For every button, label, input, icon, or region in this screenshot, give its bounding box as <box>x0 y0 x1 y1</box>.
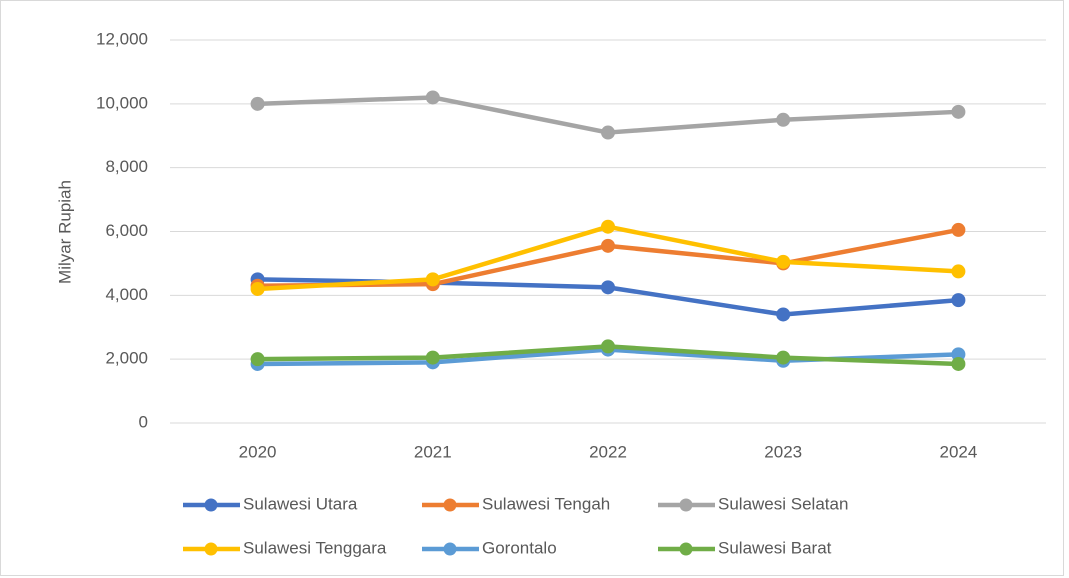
series-marker <box>776 254 791 269</box>
series-marker <box>601 339 615 354</box>
legend-label: Sulawesi Selatan <box>718 494 848 513</box>
series-marker <box>250 96 265 111</box>
x-tick-label: 2024 <box>939 442 977 461</box>
legend-marker <box>443 542 457 556</box>
y-axis-label: Milyar Rupiah <box>55 180 74 284</box>
series-marker <box>951 293 966 308</box>
series-marker <box>951 264 966 279</box>
series-marker <box>601 219 615 234</box>
legend-label: Gorontalo <box>482 538 557 557</box>
series-marker <box>601 238 615 253</box>
series-marker <box>601 125 615 140</box>
series-marker <box>776 307 791 322</box>
legend-label: Sulawesi Tengah <box>482 494 610 513</box>
y-tick-label: 8,000 <box>105 157 148 176</box>
legend-marker <box>204 542 218 556</box>
legend-label: Sulawesi Tenggara <box>243 538 387 557</box>
legend-marker <box>679 498 693 512</box>
series-marker <box>776 350 791 365</box>
y-tick-label: 4,000 <box>105 285 148 304</box>
x-tick-label: 2021 <box>414 442 452 461</box>
legend-marker <box>679 542 693 556</box>
series-marker <box>951 104 966 119</box>
series-marker <box>951 356 966 371</box>
legend-marker <box>204 498 218 512</box>
series-marker <box>425 350 440 365</box>
series-marker <box>250 281 265 296</box>
series-marker <box>250 352 265 367</box>
series-marker <box>425 272 440 287</box>
y-tick-label: 12,000 <box>96 29 148 48</box>
y-tick-label: 6,000 <box>105 221 148 240</box>
legend-label: Sulawesi Barat <box>718 538 832 557</box>
x-tick-label: 2020 <box>239 442 277 461</box>
series-marker <box>951 222 966 237</box>
series-marker <box>601 280 615 295</box>
y-tick-label: 10,000 <box>96 93 148 112</box>
series-marker <box>776 112 791 127</box>
series-marker <box>425 90 440 105</box>
legend-marker <box>443 498 457 512</box>
x-tick-label: 2023 <box>764 442 802 461</box>
y-tick-label: 2,000 <box>105 349 148 368</box>
y-tick-label: 0 <box>139 412 148 431</box>
legend-label: Sulawesi Utara <box>243 494 358 513</box>
x-tick-label: 2022 <box>589 442 627 461</box>
